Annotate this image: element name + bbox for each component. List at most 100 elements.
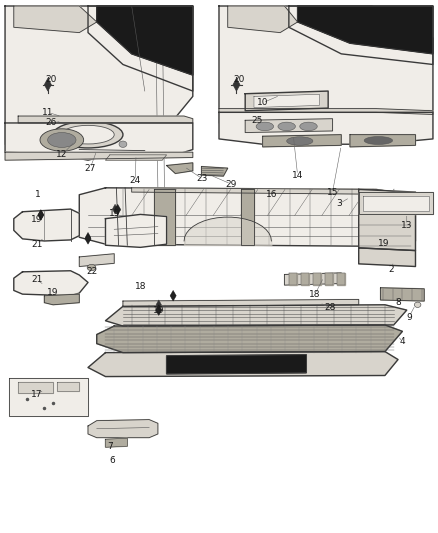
Polygon shape: [132, 188, 407, 197]
Text: 8: 8: [395, 298, 401, 307]
Ellipse shape: [414, 302, 421, 308]
Ellipse shape: [53, 122, 123, 148]
Polygon shape: [359, 192, 433, 214]
Polygon shape: [57, 382, 79, 391]
Polygon shape: [201, 166, 228, 176]
Polygon shape: [263, 135, 341, 147]
Polygon shape: [18, 382, 53, 393]
Text: 21: 21: [31, 275, 42, 284]
Text: 11: 11: [42, 108, 53, 117]
Polygon shape: [219, 109, 433, 115]
Polygon shape: [363, 196, 428, 211]
Polygon shape: [313, 273, 321, 285]
Polygon shape: [97, 325, 403, 353]
Polygon shape: [14, 6, 97, 33]
Text: 13: 13: [401, 221, 413, 230]
Ellipse shape: [300, 122, 317, 131]
Text: 4: 4: [399, 337, 405, 346]
Polygon shape: [88, 419, 158, 438]
Polygon shape: [113, 204, 118, 214]
Polygon shape: [337, 273, 345, 285]
Text: 9: 9: [406, 312, 412, 321]
Polygon shape: [106, 438, 127, 447]
Polygon shape: [350, 135, 416, 147]
Text: 15: 15: [327, 188, 338, 197]
Polygon shape: [106, 305, 407, 326]
Text: 19: 19: [110, 209, 121, 218]
Text: 19: 19: [46, 287, 58, 296]
Polygon shape: [88, 352, 398, 376]
Text: 20: 20: [233, 75, 244, 84]
Text: 19: 19: [153, 305, 165, 314]
Polygon shape: [14, 271, 88, 296]
Text: 6: 6: [109, 456, 115, 465]
Polygon shape: [245, 119, 332, 133]
Text: 29: 29: [226, 180, 237, 189]
Polygon shape: [359, 189, 416, 251]
Polygon shape: [106, 214, 166, 247]
Text: 26: 26: [45, 118, 57, 127]
Polygon shape: [123, 300, 359, 306]
Polygon shape: [79, 254, 114, 266]
Polygon shape: [97, 6, 193, 75]
Text: 16: 16: [265, 190, 277, 199]
Polygon shape: [155, 305, 162, 316]
Polygon shape: [18, 116, 193, 123]
Text: 28: 28: [325, 303, 336, 312]
Ellipse shape: [119, 141, 127, 148]
Polygon shape: [38, 209, 44, 220]
Polygon shape: [228, 6, 297, 33]
Polygon shape: [10, 378, 88, 416]
Ellipse shape: [256, 122, 274, 131]
Polygon shape: [233, 78, 240, 91]
Polygon shape: [79, 188, 416, 246]
Polygon shape: [166, 163, 193, 173]
Text: 20: 20: [45, 75, 57, 84]
Text: 2: 2: [389, 265, 394, 273]
Text: 25: 25: [252, 116, 263, 125]
Polygon shape: [156, 300, 161, 310]
Ellipse shape: [364, 136, 392, 144]
Polygon shape: [219, 6, 433, 144]
Text: 14: 14: [292, 171, 303, 180]
Polygon shape: [289, 273, 297, 285]
Polygon shape: [245, 91, 328, 111]
Text: 1: 1: [35, 190, 41, 199]
Text: 23: 23: [197, 174, 208, 183]
Text: 10: 10: [257, 98, 268, 107]
Polygon shape: [325, 273, 333, 285]
Text: 17: 17: [31, 390, 42, 399]
Polygon shape: [5, 123, 193, 158]
Polygon shape: [85, 233, 91, 244]
Text: 19: 19: [31, 215, 42, 224]
Polygon shape: [38, 210, 43, 220]
Polygon shape: [254, 94, 319, 108]
Polygon shape: [106, 155, 166, 160]
Text: 24: 24: [130, 176, 141, 185]
Polygon shape: [44, 78, 51, 91]
Polygon shape: [297, 6, 433, 54]
Polygon shape: [301, 273, 309, 285]
Polygon shape: [5, 152, 193, 160]
Text: 21: 21: [31, 240, 42, 249]
Polygon shape: [241, 189, 254, 245]
Text: 19: 19: [378, 239, 390, 248]
Text: 27: 27: [85, 164, 96, 173]
Polygon shape: [5, 6, 193, 160]
Ellipse shape: [278, 122, 295, 131]
Polygon shape: [166, 355, 306, 374]
Polygon shape: [153, 189, 175, 245]
Polygon shape: [381, 288, 424, 301]
Ellipse shape: [40, 129, 84, 151]
Text: 7: 7: [107, 442, 113, 451]
Polygon shape: [285, 273, 341, 285]
Polygon shape: [219, 112, 433, 144]
Polygon shape: [359, 248, 416, 266]
Ellipse shape: [48, 133, 76, 148]
Text: 18: 18: [134, 282, 146, 291]
Polygon shape: [170, 290, 176, 301]
Ellipse shape: [87, 264, 96, 271]
Polygon shape: [115, 204, 121, 215]
Text: 12: 12: [56, 150, 67, 159]
Text: 18: 18: [309, 289, 321, 298]
